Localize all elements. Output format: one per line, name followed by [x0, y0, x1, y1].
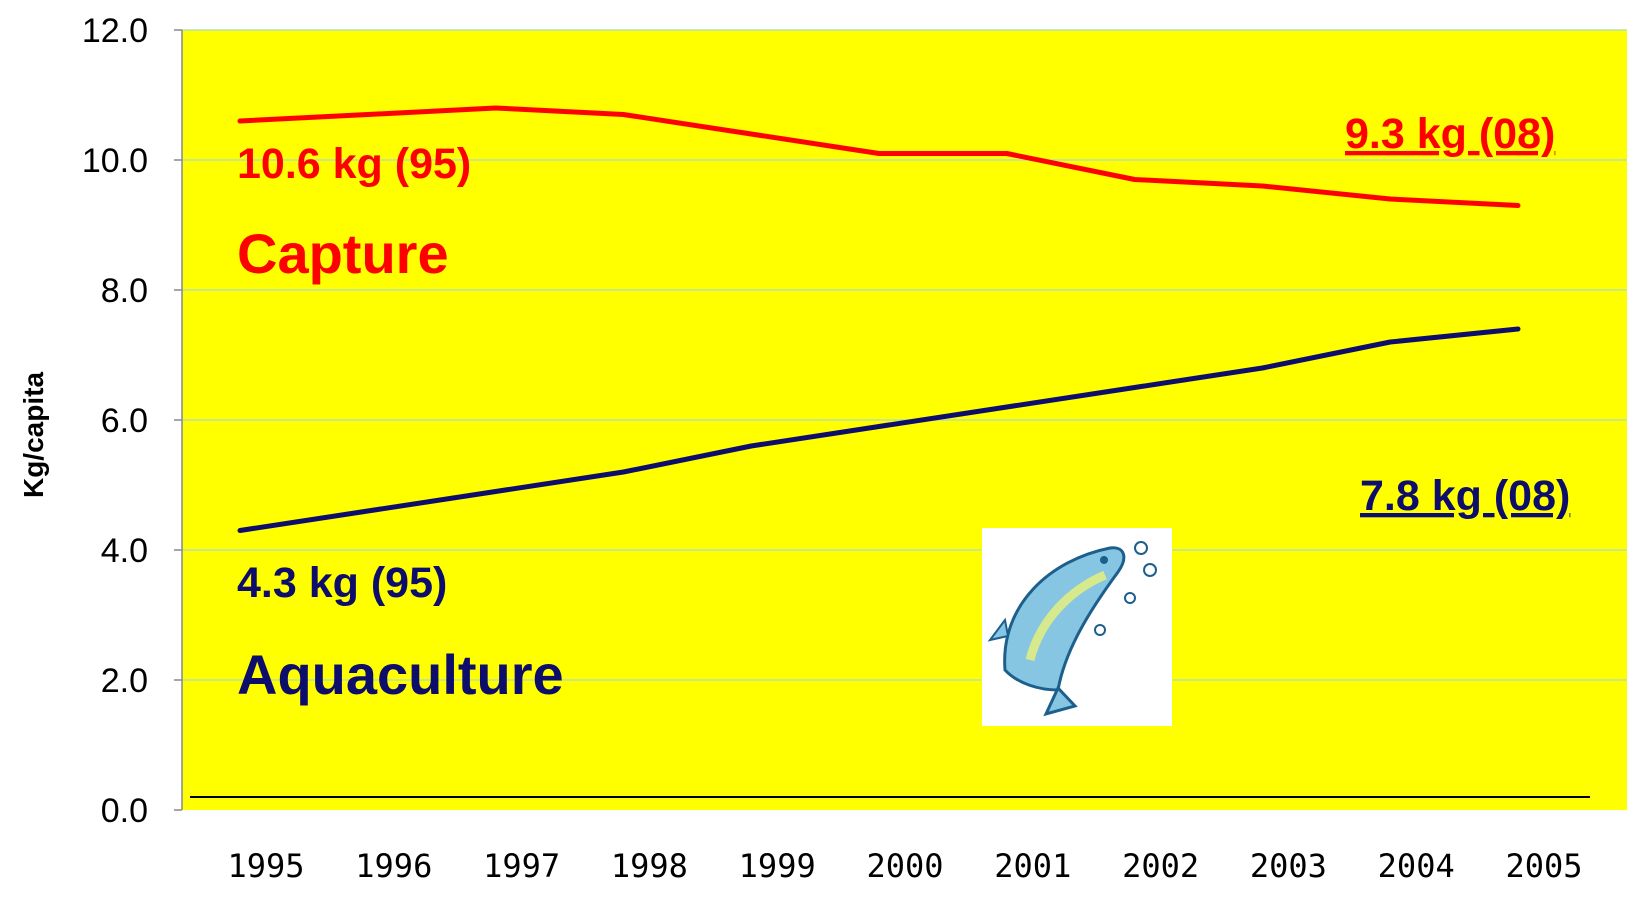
- x-tick-label: 1996: [355, 847, 432, 885]
- y-tick-label: 12.0: [82, 12, 148, 50]
- x-tick-label: 1998: [611, 847, 688, 885]
- x-tick-label: 2002: [1122, 847, 1199, 885]
- annotation-capture-end: 9.3 kg (08): [1345, 110, 1555, 158]
- series-line-aquaculture: [237, 326, 1521, 533]
- x-tick-label: 2001: [994, 847, 1071, 885]
- y-ticks: 0.0 2.0 4.0 6.0 8.0 10.0 12.0: [82, 12, 182, 830]
- legend-label-aquaculture: Aquaculture: [237, 643, 564, 706]
- series-lines: [237, 105, 1521, 533]
- y-axis-label: Kg/capita: [18, 372, 49, 498]
- x-tick-label: 1999: [739, 847, 816, 885]
- y-tick-label: 0.0: [101, 792, 148, 830]
- x-tick-label: 2003: [1250, 847, 1327, 885]
- x-ticks: 1995 1996 1997 1998 1999 2000 2001 2002 2003 2004…: [227, 847, 1582, 885]
- y-tick-label: 2.0: [101, 662, 148, 700]
- y-tick-label: 10.0: [82, 142, 148, 180]
- y-tick-label: 4.0: [101, 532, 148, 570]
- y-tick-label: 8.0: [101, 272, 148, 310]
- y-tick-label: 6.0: [101, 402, 148, 440]
- x-tick-label: 1997: [483, 847, 560, 885]
- series-line-capture: [237, 105, 1521, 208]
- annotation-aquaculture-end: 7.8 kg (08): [1360, 472, 1570, 520]
- x-tick-label: 2000: [866, 847, 943, 885]
- gridlines: [182, 29, 1627, 681]
- x-tick-label: 1995: [227, 847, 304, 885]
- annotation-capture-start: 10.6 kg (95): [237, 140, 471, 188]
- legend-label-capture: Capture: [237, 222, 449, 285]
- fish-icon: [982, 528, 1172, 726]
- annotation-aquaculture-start: 4.3 kg (95): [237, 559, 447, 607]
- x-tick-label: 2005: [1505, 847, 1582, 885]
- x-tick-label: 2004: [1378, 847, 1455, 885]
